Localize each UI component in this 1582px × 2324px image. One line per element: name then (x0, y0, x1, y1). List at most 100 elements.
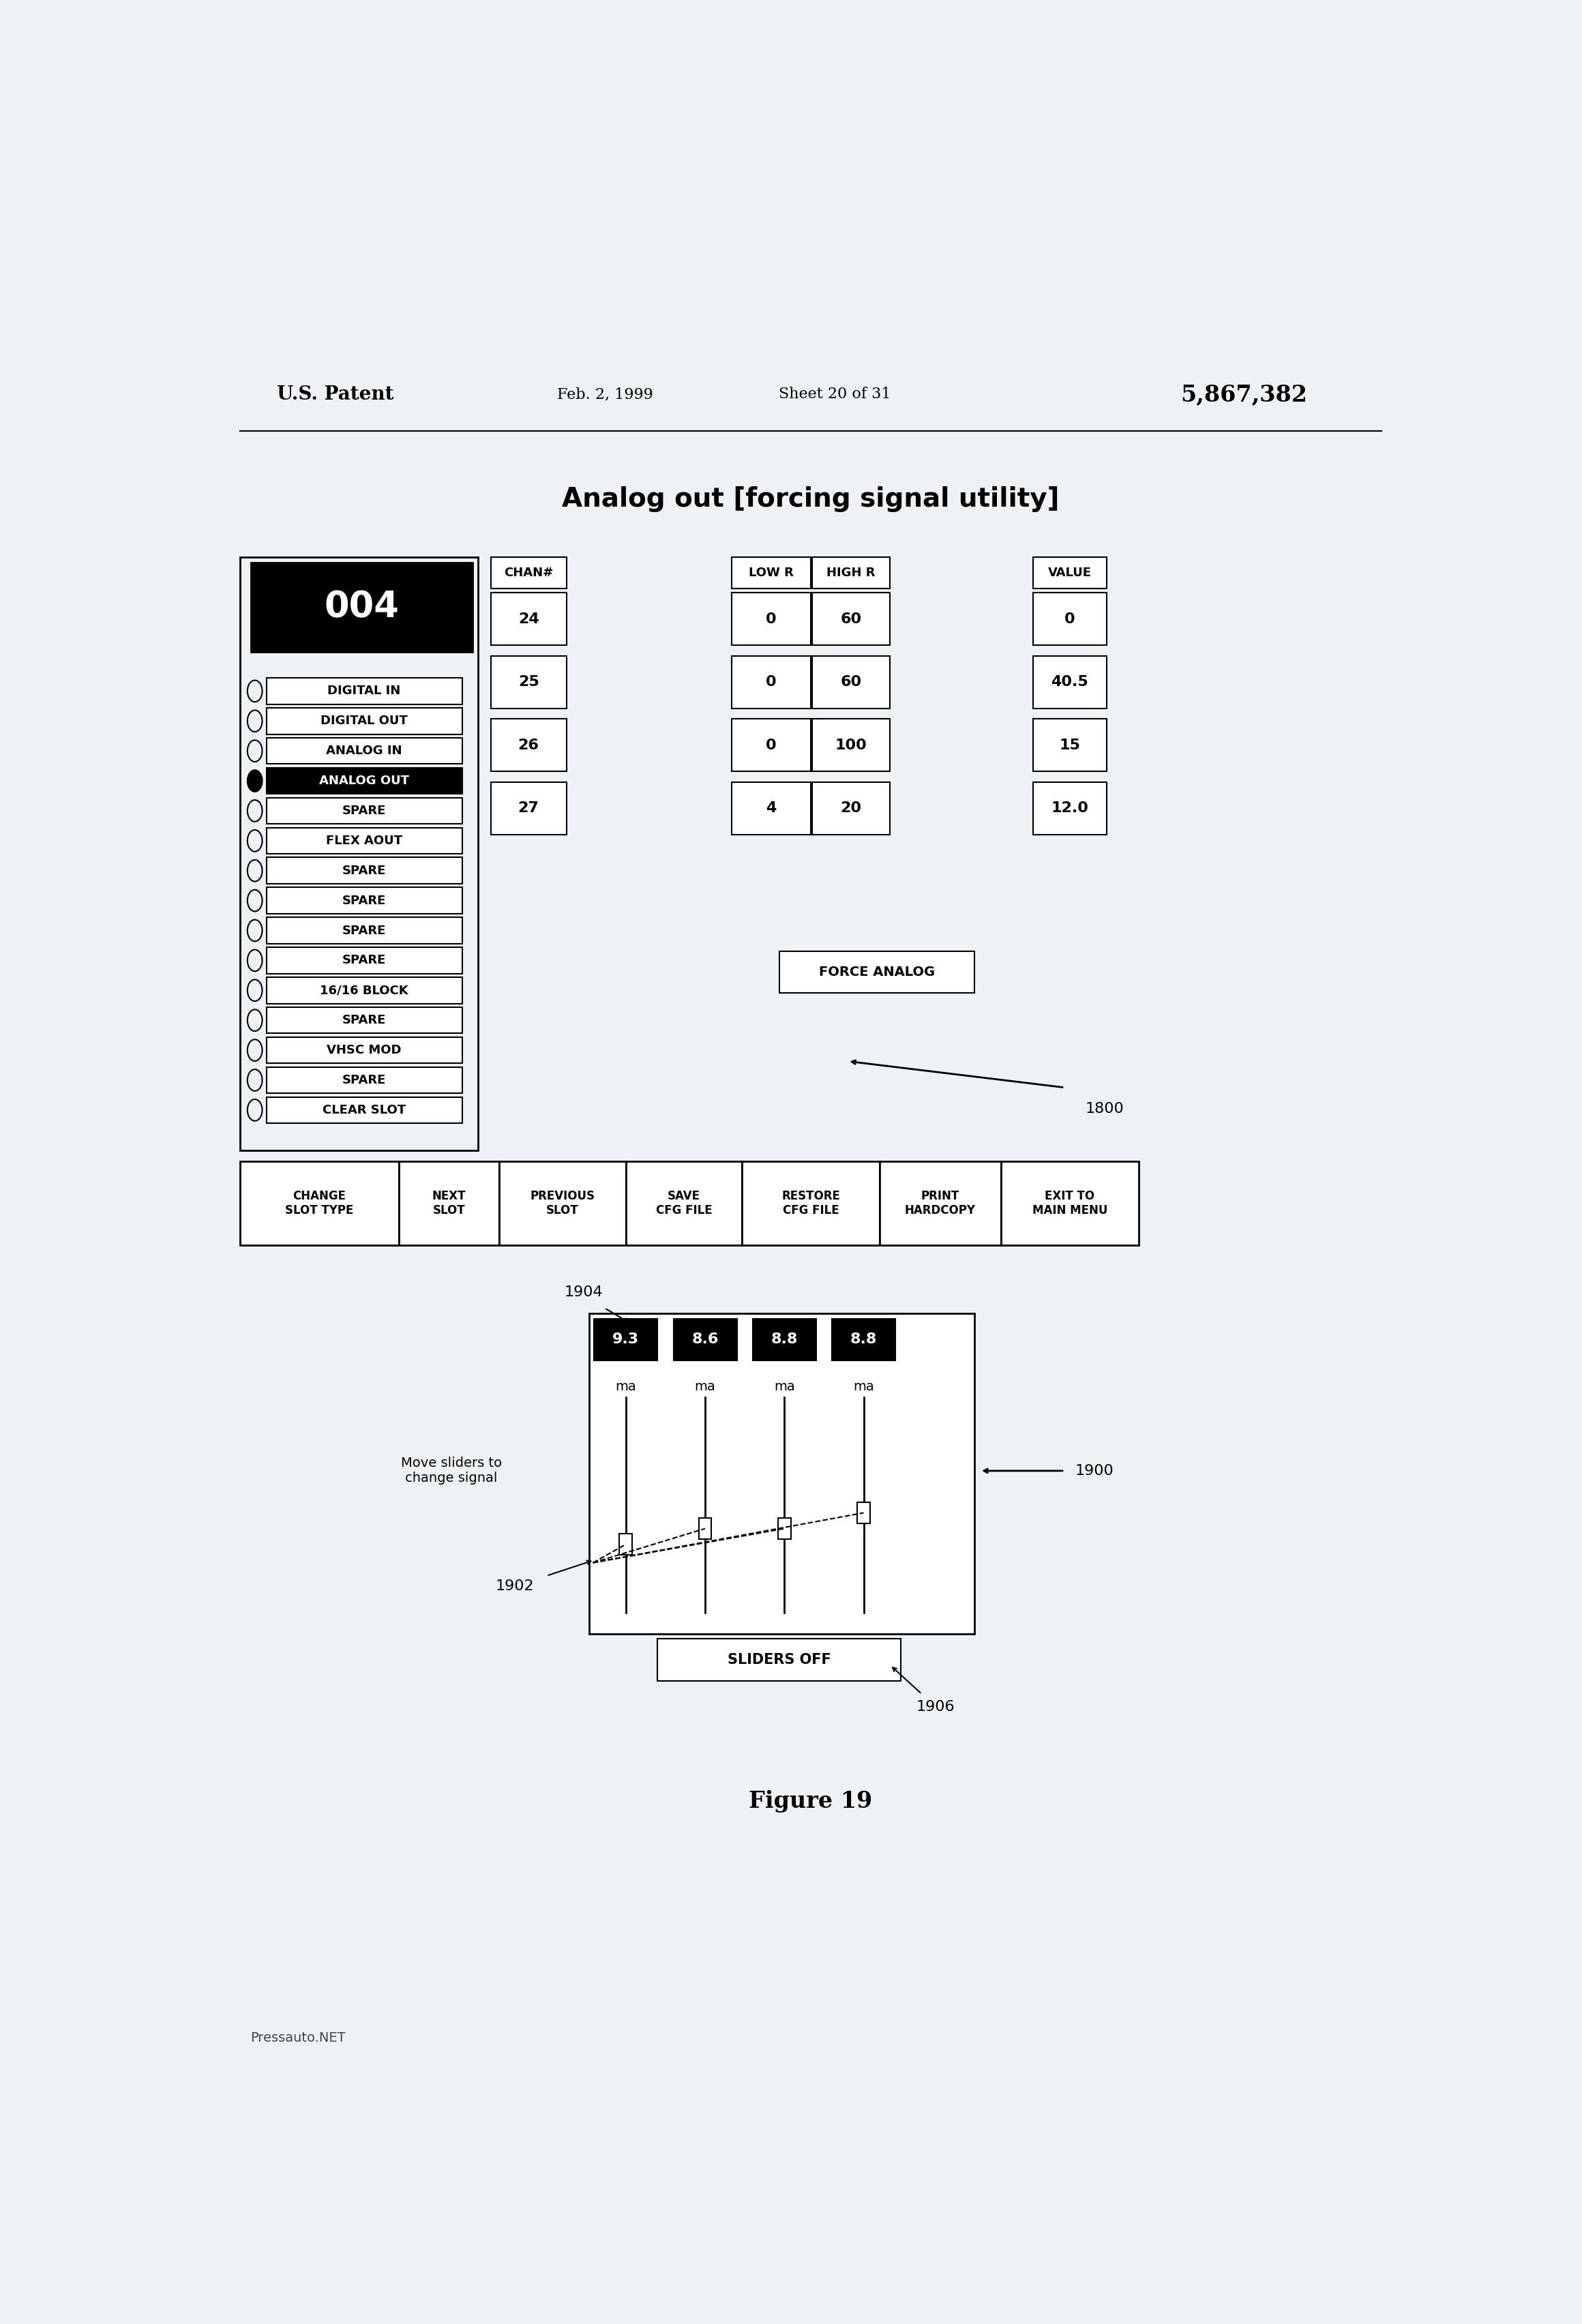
Text: 4: 4 (766, 802, 777, 816)
Bar (589, 1313, 975, 1634)
Text: HIGH R: HIGH R (826, 567, 875, 579)
Text: 8.8: 8.8 (850, 1332, 876, 1346)
Text: U.S. Patent: U.S. Patent (277, 386, 394, 404)
Bar (731, 558, 810, 588)
Text: 12.0: 12.0 (1050, 802, 1088, 816)
Text: SPARE: SPARE (342, 925, 386, 937)
Text: Pressauto.NET: Pressauto.NET (250, 2031, 346, 2045)
Bar (490, 718, 566, 772)
Text: 40.5: 40.5 (1050, 676, 1088, 688)
Text: ma: ma (853, 1380, 875, 1394)
Bar (490, 558, 566, 588)
Text: 26: 26 (517, 739, 539, 753)
Text: 1902: 1902 (495, 1580, 535, 1594)
Text: PREVIOUS
SLOT: PREVIOUS SLOT (530, 1190, 595, 1215)
Text: 60: 60 (840, 611, 862, 625)
Bar (266, 1006, 462, 1034)
Text: 0: 0 (1065, 611, 1076, 625)
Text: DIGITAL OUT: DIGITAL OUT (321, 716, 408, 727)
Bar (731, 718, 810, 772)
Text: 1800: 1800 (1085, 1102, 1125, 1116)
Bar (731, 593, 810, 646)
Bar (498, 1162, 626, 1246)
Bar (266, 797, 462, 825)
Text: 1900: 1900 (1076, 1464, 1114, 1478)
Text: 100: 100 (835, 739, 867, 753)
Text: SPARE: SPARE (342, 1013, 386, 1027)
Bar (266, 976, 462, 1004)
Bar (266, 1037, 462, 1064)
Text: 004: 004 (324, 590, 399, 625)
Bar (1033, 781, 1107, 834)
Text: ANALOG OUT: ANALOG OUT (320, 774, 410, 788)
Text: SPARE: SPARE (342, 1074, 386, 1085)
Bar (812, 558, 891, 588)
Text: VALUE: VALUE (1047, 567, 1092, 579)
Bar (620, 1534, 633, 1555)
Bar (266, 679, 462, 704)
Text: CLEAR SLOT: CLEAR SLOT (323, 1104, 407, 1116)
Text: VHSC MOD: VHSC MOD (327, 1043, 402, 1057)
Bar (812, 655, 891, 709)
Bar (266, 827, 462, 853)
Bar (731, 655, 810, 709)
Text: RESTORE
CFG FILE: RESTORE CFG FILE (782, 1190, 840, 1215)
Text: 20: 20 (840, 802, 862, 816)
Text: ma: ma (615, 1380, 636, 1394)
Text: 0: 0 (766, 611, 777, 625)
Text: ma: ma (694, 1380, 715, 1394)
Bar (266, 888, 462, 913)
Text: 60: 60 (840, 676, 862, 688)
Text: CHANGE
SLOT TYPE: CHANGE SLOT TYPE (285, 1190, 353, 1215)
Text: 27: 27 (517, 802, 539, 816)
Bar (490, 655, 566, 709)
Bar (812, 593, 891, 646)
Bar (1001, 1162, 1139, 1246)
Text: LOW R: LOW R (748, 567, 794, 579)
Bar (1033, 718, 1107, 772)
Text: Sheet 20 of 31: Sheet 20 of 31 (778, 386, 891, 402)
Bar (266, 858, 462, 883)
Bar (240, 558, 478, 1150)
Text: 9.3: 9.3 (612, 1332, 639, 1346)
Text: FORCE ANALOG: FORCE ANALOG (819, 964, 935, 978)
Bar (778, 1518, 791, 1538)
Text: DIGITAL IN: DIGITAL IN (327, 686, 400, 697)
Text: Figure 19: Figure 19 (748, 1789, 873, 1813)
Bar (778, 951, 975, 992)
Bar (240, 1162, 399, 1246)
Bar (266, 767, 462, 795)
Bar (250, 562, 473, 651)
Bar (857, 1501, 870, 1522)
Bar (1033, 558, 1107, 588)
Bar (266, 1067, 462, 1092)
Bar (812, 718, 891, 772)
Bar (266, 1097, 462, 1122)
Bar (266, 948, 462, 974)
Text: EXIT TO
MAIN MENU: EXIT TO MAIN MENU (1031, 1190, 1107, 1215)
Bar (812, 781, 891, 834)
Circle shape (247, 769, 263, 792)
Text: 1906: 1906 (916, 1701, 956, 1713)
Bar (595, 1318, 658, 1360)
Text: SLIDERS OFF: SLIDERS OFF (728, 1652, 831, 1666)
Bar (699, 1518, 712, 1538)
Bar (880, 1162, 1001, 1246)
Text: ma: ma (774, 1380, 794, 1394)
Text: SPARE: SPARE (342, 804, 386, 818)
Bar (490, 781, 566, 834)
Bar (626, 1162, 742, 1246)
Text: Move sliders to
change signal: Move sliders to change signal (400, 1457, 501, 1485)
Bar (490, 593, 566, 646)
Text: 8.8: 8.8 (770, 1332, 797, 1346)
Text: FLEX AOUT: FLEX AOUT (326, 834, 402, 846)
Bar (266, 918, 462, 944)
Bar (674, 1318, 737, 1360)
Text: NEXT
SLOT: NEXT SLOT (432, 1190, 465, 1215)
Text: 0: 0 (766, 739, 777, 753)
Text: 15: 15 (1060, 739, 1081, 753)
Bar (731, 781, 810, 834)
Text: 25: 25 (517, 676, 539, 688)
Text: 1904: 1904 (565, 1285, 603, 1299)
Text: Feb. 2, 1999: Feb. 2, 1999 (557, 386, 653, 402)
